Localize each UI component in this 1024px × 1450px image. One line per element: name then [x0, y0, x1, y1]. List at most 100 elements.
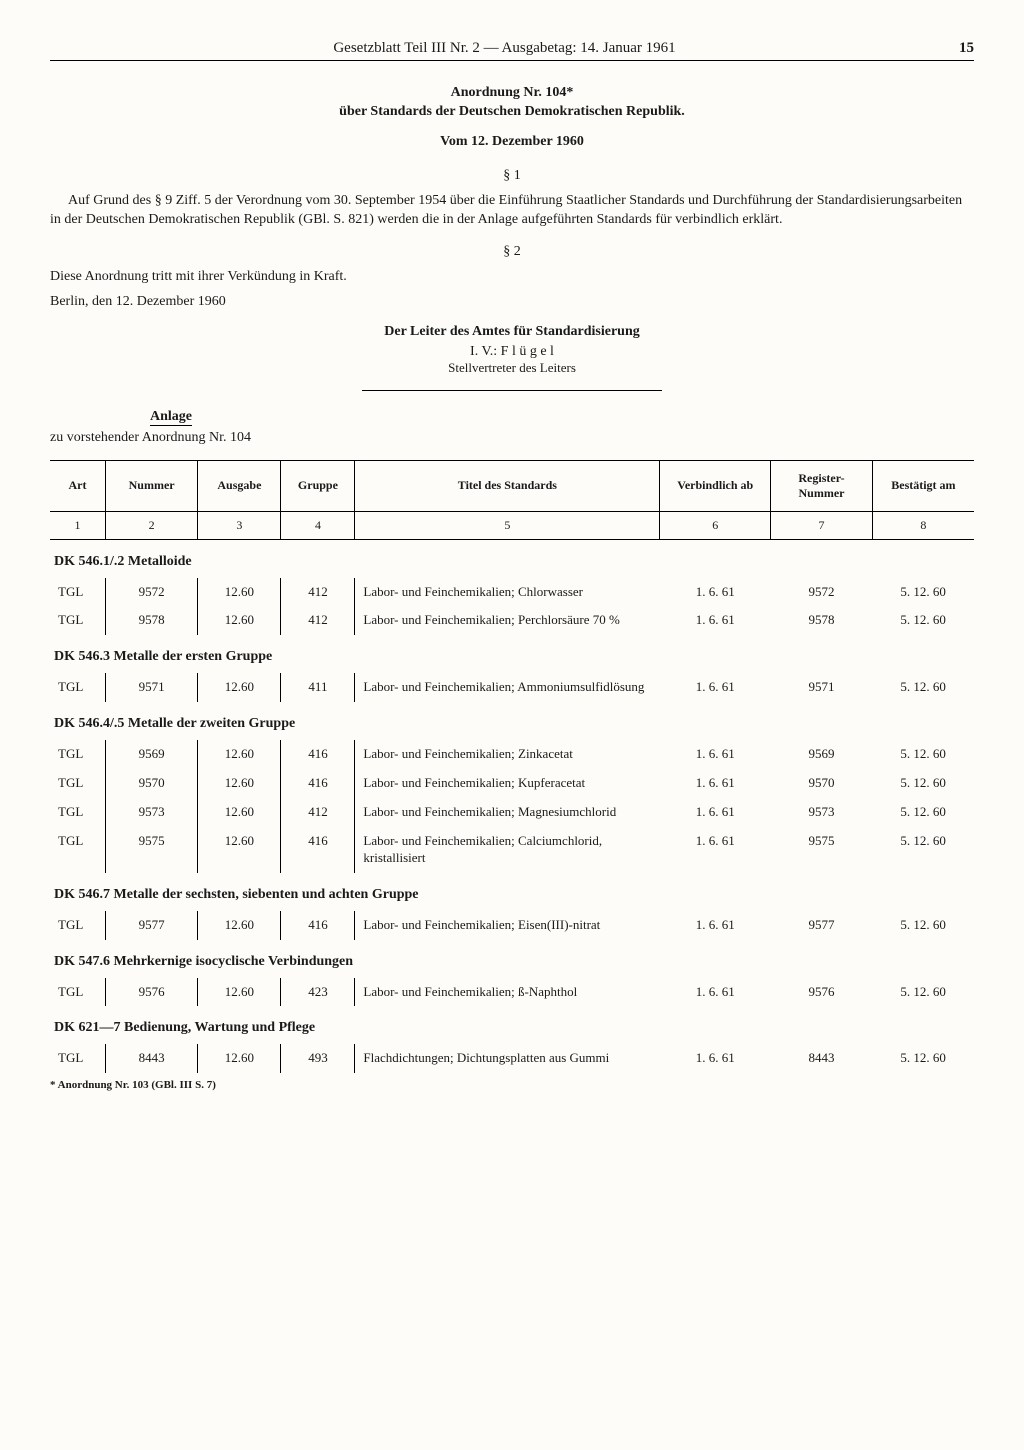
cell-reg: 9578 — [771, 606, 873, 635]
col-header: Titel des Standards — [355, 460, 660, 511]
anlage-label: Anlage — [150, 409, 192, 426]
cell-ausg: 12.60 — [198, 911, 281, 940]
cell-best: 5. 12. 60 — [872, 798, 974, 827]
cell-ausg: 12.60 — [198, 978, 281, 1007]
cell-num: 9576 — [105, 978, 197, 1007]
cell-num: 9578 — [105, 606, 197, 635]
cell-titel: Labor- und Feinchemikalien; Chlorwasser — [355, 578, 660, 607]
cell-art: TGL — [50, 740, 105, 769]
cell-ausg: 12.60 — [198, 769, 281, 798]
cell-best: 5. 12. 60 — [872, 578, 974, 607]
cell-verb: 1. 6. 61 — [660, 740, 771, 769]
cell-grp: 416 — [281, 740, 355, 769]
cell-num: 8443 — [105, 1044, 197, 1073]
cell-ausg: 12.60 — [198, 1044, 281, 1073]
group-title: DK 621—7 Bedienung, Wartung und Pflege — [50, 1006, 974, 1044]
cell-reg: 9572 — [771, 578, 873, 607]
cell-verb: 1. 6. 61 — [660, 827, 771, 873]
cell-art: TGL — [50, 673, 105, 702]
cell-art: TGL — [50, 827, 105, 873]
group-title: DK 546.7 Metalle der sechsten, siebenten… — [50, 873, 974, 911]
cell-num: 9572 — [105, 578, 197, 607]
section-2-text: Diese Anordnung tritt mit ihrer Verkündu… — [50, 268, 974, 287]
cell-best: 5. 12. 60 — [872, 827, 974, 873]
cell-titel: Labor- und Feinchemikalien; Kupferacetat — [355, 769, 660, 798]
cell-ausg: 12.60 — [198, 673, 281, 702]
cell-art: TGL — [50, 798, 105, 827]
col-number: 6 — [660, 511, 771, 539]
cell-verb: 1. 6. 61 — [660, 578, 771, 607]
cell-verb: 1. 6. 61 — [660, 606, 771, 635]
table-row: TGL957812.60412Labor- und Feinchemikalie… — [50, 606, 974, 635]
standards-table: ArtNummerAusgabeGruppeTitel des Standard… — [50, 460, 974, 1074]
cell-reg: 9569 — [771, 740, 873, 769]
cell-num: 9575 — [105, 827, 197, 873]
cell-verb: 1. 6. 61 — [660, 798, 771, 827]
cell-titel: Labor- und Feinchemikalien; Zinkacetat — [355, 740, 660, 769]
cell-num: 9569 — [105, 740, 197, 769]
cell-num: 9571 — [105, 673, 197, 702]
col-number: 7 — [771, 511, 873, 539]
cell-grp: 412 — [281, 606, 355, 635]
cell-titel: Labor- und Feinchemikalien; Eisen(III)-n… — [355, 911, 660, 940]
col-number: 8 — [872, 511, 974, 539]
cell-titel: Labor- und Feinchemikalien; Magnesiumchl… — [355, 798, 660, 827]
cell-num: 9570 — [105, 769, 197, 798]
cell-best: 5. 12. 60 — [872, 606, 974, 635]
col-header: Ausgabe — [198, 460, 281, 511]
cell-best: 5. 12. 60 — [872, 911, 974, 940]
cell-art: TGL — [50, 769, 105, 798]
col-header: Art — [50, 460, 105, 511]
cell-best: 5. 12. 60 — [872, 1044, 974, 1073]
title-block: Anordnung Nr. 104* über Standards der De… — [50, 85, 974, 150]
cell-reg: 9570 — [771, 769, 873, 798]
col-header: Bestätigt am — [872, 460, 974, 511]
cell-titel: Labor- und Feinchemikalien; Ammoniumsulf… — [355, 673, 660, 702]
cell-verb: 1. 6. 61 — [660, 978, 771, 1007]
group-title: DK 546.3 Metalle der ersten Gruppe — [50, 635, 974, 673]
cell-grp: 416 — [281, 769, 355, 798]
table-row: TGL956912.60416Labor- und Feinchemikalie… — [50, 740, 974, 769]
cell-grp: 411 — [281, 673, 355, 702]
cell-grp: 423 — [281, 978, 355, 1007]
cell-best: 5. 12. 60 — [872, 769, 974, 798]
cell-art: TGL — [50, 606, 105, 635]
ordinance-title: über Standards der Deutschen Demokratisc… — [50, 104, 974, 120]
col-header: Register-Nummer — [771, 460, 873, 511]
cell-ausg: 12.60 — [198, 740, 281, 769]
cell-grp: 493 — [281, 1044, 355, 1073]
cell-titel: Labor- und Feinchemikalien; ß-Naphthol — [355, 978, 660, 1007]
table-row: TGL957312.60412Labor- und Feinchemikalie… — [50, 798, 974, 827]
cell-titel: Labor- und Feinchemikalien; Perchlorsäur… — [355, 606, 660, 635]
ordinance-date: Vom 12. Dezember 1960 — [50, 134, 974, 150]
cell-best: 5. 12. 60 — [872, 740, 974, 769]
cell-reg: 9571 — [771, 673, 873, 702]
cell-art: TGL — [50, 578, 105, 607]
col-header: Verbindlich ab — [660, 460, 771, 511]
page-number: 15 — [959, 40, 974, 57]
place-date: Berlin, den 12. Dezember 1960 — [50, 293, 974, 312]
col-number: 2 — [105, 511, 197, 539]
cell-art: TGL — [50, 1044, 105, 1073]
cell-verb: 1. 6. 61 — [660, 1044, 771, 1073]
cell-titel: Flachdichtungen; Dichtungsplatten aus Gu… — [355, 1044, 660, 1073]
cell-ausg: 12.60 — [198, 827, 281, 873]
header-text: Gesetzblatt Teil III Nr. 2 — Ausgabetag:… — [333, 40, 675, 57]
page-header: Gesetzblatt Teil III Nr. 2 — Ausgabetag:… — [50, 40, 974, 61]
col-number: 5 — [355, 511, 660, 539]
cell-num: 9573 — [105, 798, 197, 827]
group-title: DK 546.4/.5 Metalle der zweiten Gruppe — [50, 702, 974, 740]
cell-reg: 9577 — [771, 911, 873, 940]
cell-art: TGL — [50, 978, 105, 1007]
col-header: Gruppe — [281, 460, 355, 511]
table-row: TGL844312.60493Flachdichtungen; Dichtung… — [50, 1044, 974, 1073]
cell-best: 5. 12. 60 — [872, 978, 974, 1007]
table-body: DK 546.1/.2 MetalloideTGL957212.60412Lab… — [50, 539, 974, 1073]
footnote: * Anordnung Nr. 103 (GBl. III S. 7) — [50, 1079, 974, 1091]
cell-verb: 1. 6. 61 — [660, 673, 771, 702]
group-title: DK 547.6 Mehrkernige isocyclische Verbin… — [50, 940, 974, 978]
group-title: DK 546.1/.2 Metalloide — [50, 539, 974, 578]
signature-title: Der Leiter des Amtes für Standardisierun… — [50, 324, 974, 340]
cell-titel: Labor- und Feinchemikalien; Calciumchlor… — [355, 827, 660, 873]
cell-art: TGL — [50, 911, 105, 940]
